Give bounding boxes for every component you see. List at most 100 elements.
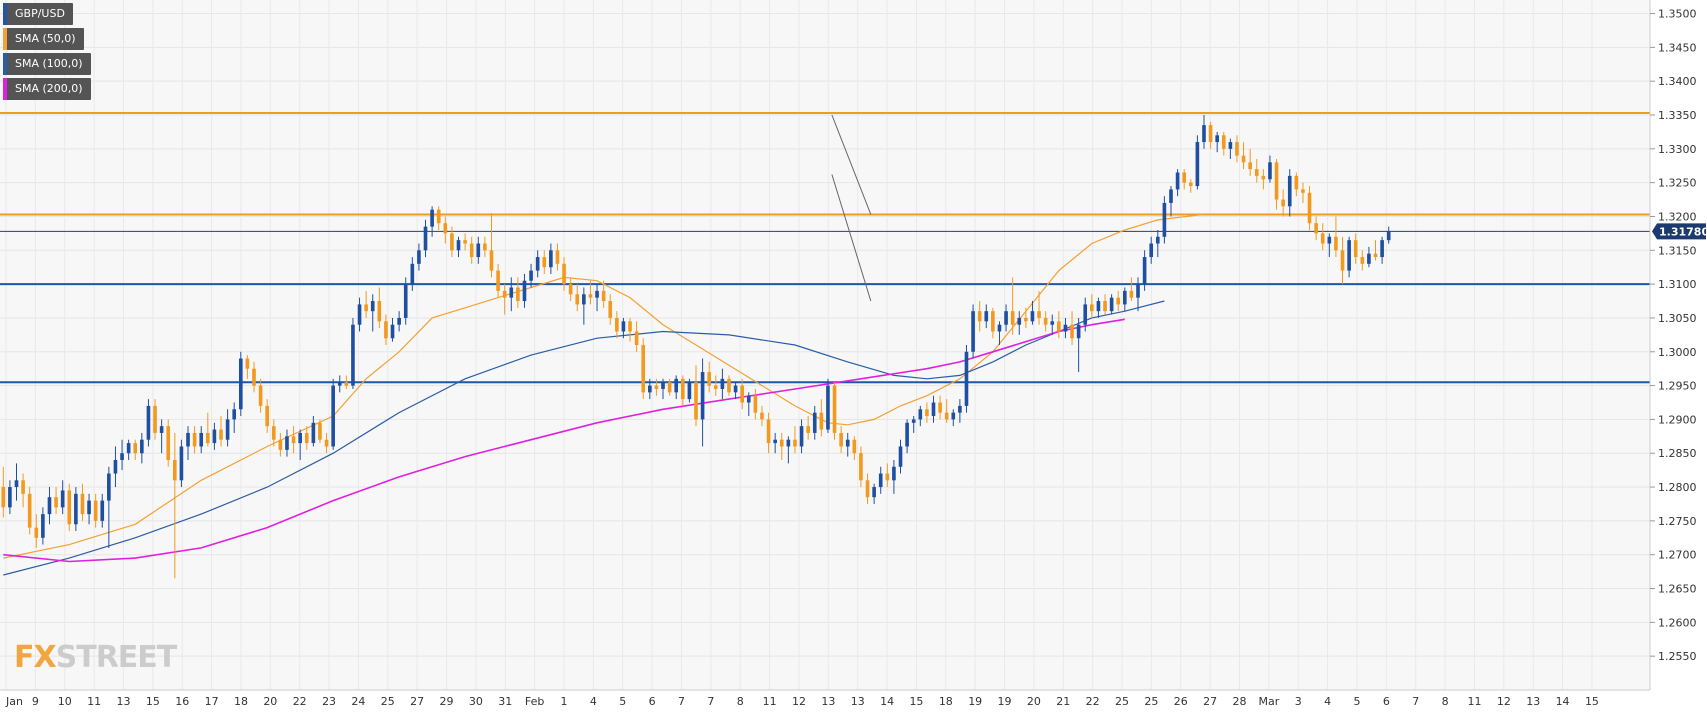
- candle-down: [1129, 290, 1134, 298]
- candle-up: [331, 385, 335, 447]
- candle-up: [1386, 231, 1391, 241]
- x-tick-label: 25: [1115, 695, 1129, 708]
- candle-up: [410, 263, 415, 285]
- candle-down: [1334, 236, 1338, 251]
- y-tick-label: 1.3250: [1658, 177, 1697, 190]
- candle-down: [793, 439, 797, 447]
- candle-up: [522, 280, 527, 302]
- x-tick-label: 14: [1556, 695, 1570, 708]
- candle-down: [1254, 169, 1259, 176]
- price-tag-box: [1652, 223, 1706, 240]
- candle-down: [852, 439, 857, 454]
- candle-down: [766, 419, 771, 444]
- legend-item-sma100[interactable]: SMA (100,0): [3, 53, 91, 75]
- x-tick-label: 5: [619, 695, 626, 708]
- candle-up: [8, 487, 12, 508]
- x-tick-label: 17: [205, 695, 219, 708]
- candle-down: [1024, 317, 1028, 322]
- candle-down: [1360, 257, 1365, 264]
- x-tick-label: 29: [440, 695, 454, 708]
- candle-up: [337, 382, 342, 386]
- x-tick-label: 6: [1383, 695, 1390, 708]
- candle-up: [47, 497, 52, 515]
- candle-down: [377, 301, 382, 322]
- y-tick-label: 1.2700: [1658, 549, 1697, 562]
- candle-up: [812, 412, 817, 433]
- candle-down: [384, 321, 388, 339]
- candle-down: [1090, 304, 1094, 312]
- x-tick-label: 4: [590, 695, 597, 708]
- candle-up: [1287, 175, 1292, 207]
- x-tick-label: 7: [707, 695, 714, 708]
- x-tick-label: 6: [649, 695, 656, 708]
- x-tick-label: 15: [146, 695, 160, 708]
- legend-label: SMA (200,0): [15, 82, 83, 95]
- candle-down: [740, 385, 744, 403]
- candle-down: [1208, 125, 1213, 143]
- x-tick-label: 13: [821, 695, 835, 708]
- x-tick-label: 24: [351, 695, 365, 708]
- y-tick-label: 1.2900: [1658, 413, 1697, 426]
- x-tick-label: 13: [851, 695, 865, 708]
- candle-down: [1103, 301, 1107, 312]
- x-tick-label: 20: [263, 695, 277, 708]
- candle-down: [271, 426, 276, 440]
- candle-down: [1037, 311, 1041, 318]
- candle-down: [1307, 192, 1312, 224]
- candle-down: [839, 432, 843, 447]
- x-tick-label: 30: [469, 695, 483, 708]
- candle-down: [1188, 182, 1193, 187]
- candle-down: [1274, 162, 1279, 200]
- candle-up: [113, 460, 118, 474]
- candle-down: [694, 382, 698, 420]
- candle-down: [54, 497, 58, 508]
- candle-down: [806, 426, 810, 433]
- candle-up: [1162, 202, 1167, 237]
- candle-up: [1096, 301, 1101, 312]
- candle-down: [654, 385, 659, 389]
- candle-down: [938, 402, 942, 413]
- y-tick-label: 1.3150: [1658, 244, 1697, 257]
- candle-up: [951, 412, 956, 420]
- x-tick-label: 26: [1174, 695, 1188, 708]
- candle-down: [1221, 135, 1226, 149]
- y-tick-label: 1.3100: [1658, 278, 1697, 291]
- candlesticks: [1, 115, 1391, 579]
- candle-down: [245, 358, 250, 369]
- candle-up: [74, 493, 78, 525]
- candle-down: [304, 432, 309, 444]
- grid: [0, 0, 1650, 690]
- candle-down: [1235, 142, 1239, 156]
- candle-down: [516, 287, 520, 302]
- candle-down: [760, 412, 764, 420]
- candle-up: [1169, 189, 1173, 203]
- trend-channel: [831, 114, 872, 302]
- candle-up: [720, 378, 725, 389]
- candle-up: [826, 385, 830, 430]
- candle-up: [1202, 125, 1206, 143]
- horizontal-levels: [0, 111, 1650, 384]
- x-tick-label: 16: [175, 695, 189, 708]
- candle-up: [1367, 253, 1371, 264]
- legend-item-gbpusd[interactable]: GBP/USD: [3, 3, 73, 25]
- candle-down: [291, 436, 296, 444]
- candle-down: [885, 473, 890, 481]
- x-tick-label: 4: [1324, 695, 1331, 708]
- x-tick-label: 18: [234, 695, 248, 708]
- candle-up: [661, 382, 665, 389]
- sma-200-line: [3, 318, 1125, 563]
- x-tick-label: 25: [381, 695, 395, 708]
- candle-up: [918, 409, 923, 420]
- legend-item-sma200[interactable]: SMA (200,0): [3, 78, 91, 100]
- candle-up: [997, 324, 1002, 332]
- candle-up: [1076, 324, 1081, 339]
- candle-up: [964, 351, 969, 406]
- legend-swatch: [3, 78, 7, 100]
- candle-up: [397, 317, 401, 325]
- legend-item-sma50[interactable]: SMA (50,0): [3, 28, 84, 50]
- candle-up: [773, 439, 777, 444]
- candle-up: [456, 240, 461, 251]
- candle-up: [298, 432, 302, 444]
- candle-down: [324, 439, 329, 447]
- candle-down: [21, 480, 25, 494]
